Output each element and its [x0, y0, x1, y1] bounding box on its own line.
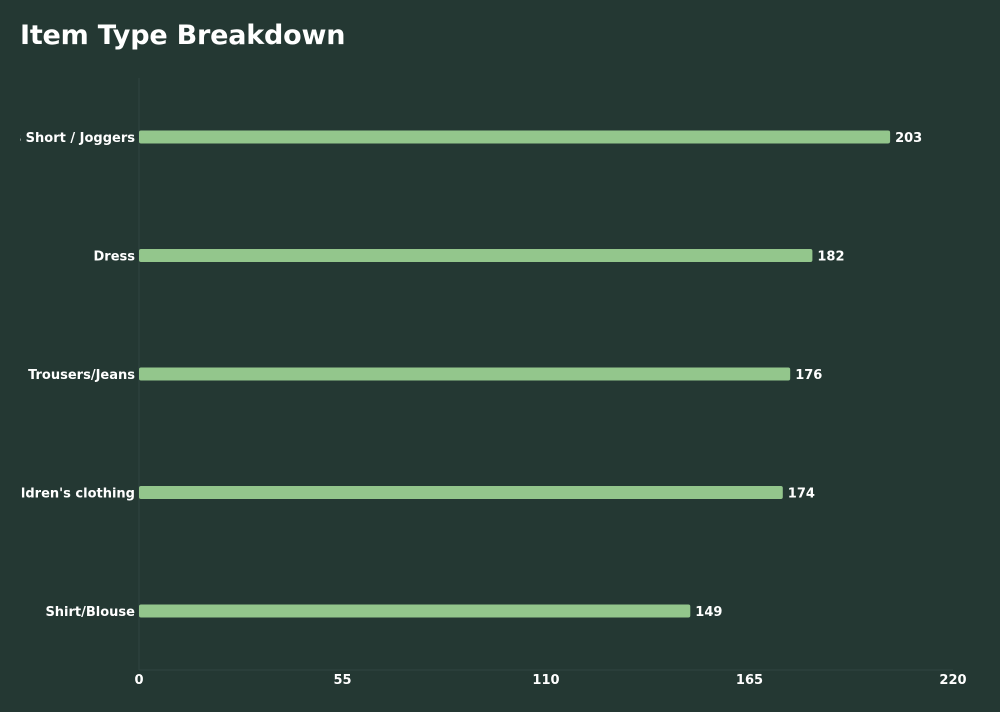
value-label: 182 — [817, 250, 844, 265]
chart-labels: 0 55 110 165 220 Mens Short / Joggers 203 Dress… — [0, 131, 967, 688]
value-label: 149 — [695, 605, 722, 620]
bar[interactable] — [139, 486, 783, 499]
value-label: 174 — [788, 487, 815, 502]
value-label: 203 — [895, 131, 922, 146]
x-tick-label: 0 — [134, 673, 143, 688]
chart-bars — [139, 130, 891, 618]
x-tick-label: 110 — [532, 673, 559, 688]
category-label: Shirt/Blouse — [45, 605, 135, 620]
category-label: Mens Short / Joggers — [0, 131, 135, 146]
bar[interactable] — [139, 367, 791, 381]
bar[interactable] — [139, 604, 691, 618]
x-tick-label: 165 — [736, 673, 763, 688]
bar[interactable] — [139, 249, 813, 262]
category-label: Children's clothing — [0, 487, 135, 502]
x-tick-label: 220 — [939, 673, 966, 688]
category-label: Dress — [94, 250, 136, 265]
chart-title: Item Type Breakdown — [20, 20, 346, 51]
bar[interactable] — [139, 130, 891, 144]
x-tick-label: 55 — [333, 673, 351, 688]
category-label: Trousers/Jeans — [28, 368, 135, 383]
value-label: 176 — [795, 368, 822, 383]
